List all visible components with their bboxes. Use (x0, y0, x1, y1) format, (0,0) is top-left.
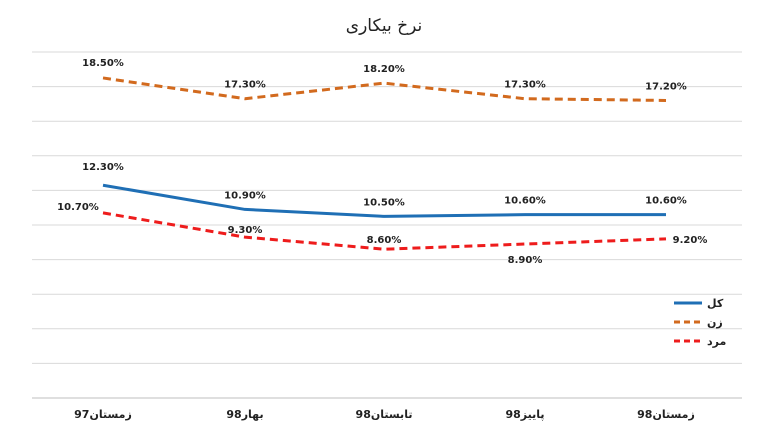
data-label: 10.60% (645, 196, 687, 207)
series-lines (102, 76, 667, 251)
data-label: 10.70% (57, 202, 99, 213)
data-label: 10.50% (363, 197, 405, 208)
data-label: 18.50% (82, 58, 124, 69)
data-label: 8.60% (367, 235, 402, 246)
data-label: 10.90% (224, 190, 266, 201)
x-tick-label: پاییز98 (505, 408, 544, 421)
data-label: 9.30% (228, 225, 263, 236)
legend-item[interactable]: زن (674, 316, 723, 329)
x-tick-label: بهار98 (226, 408, 263, 421)
data-label: 18.20% (363, 64, 405, 75)
legend[interactable]: کل زن مرد (674, 297, 726, 348)
data-label: 17.30% (224, 80, 266, 91)
chart-title: نرخ بیکاری (346, 16, 422, 36)
data-label: 17.20% (645, 81, 687, 92)
x-tick-label: زمستان98 (637, 408, 695, 421)
data-labels: 12.30% 10.90% 10.50% 10.60% 10.60% 18.50% 17.3… (57, 58, 707, 266)
x-tick-label: تابستان98 (356, 408, 413, 421)
data-label: 17.30% (504, 80, 546, 91)
data-label: 12.30% (82, 162, 124, 173)
legend-item[interactable]: کل (674, 297, 724, 310)
data-label: 10.60% (504, 196, 546, 207)
gridlines (32, 51, 742, 399)
x-axis-tick-labels: زمستان97 بهار98 تابستان98 پاییز98 زمستان98 (74, 408, 695, 421)
legend-label: کل (707, 297, 724, 310)
series-line-2 (102, 211, 667, 251)
legend-label: مرد (707, 335, 726, 348)
data-label: 8.90% (508, 255, 543, 266)
series-line-1 (102, 76, 667, 102)
legend-item[interactable]: مرد (674, 335, 726, 348)
legend-label: زن (707, 316, 723, 329)
data-label: 9.20% (673, 235, 708, 246)
x-tick-label: زمستان97 (74, 408, 132, 421)
